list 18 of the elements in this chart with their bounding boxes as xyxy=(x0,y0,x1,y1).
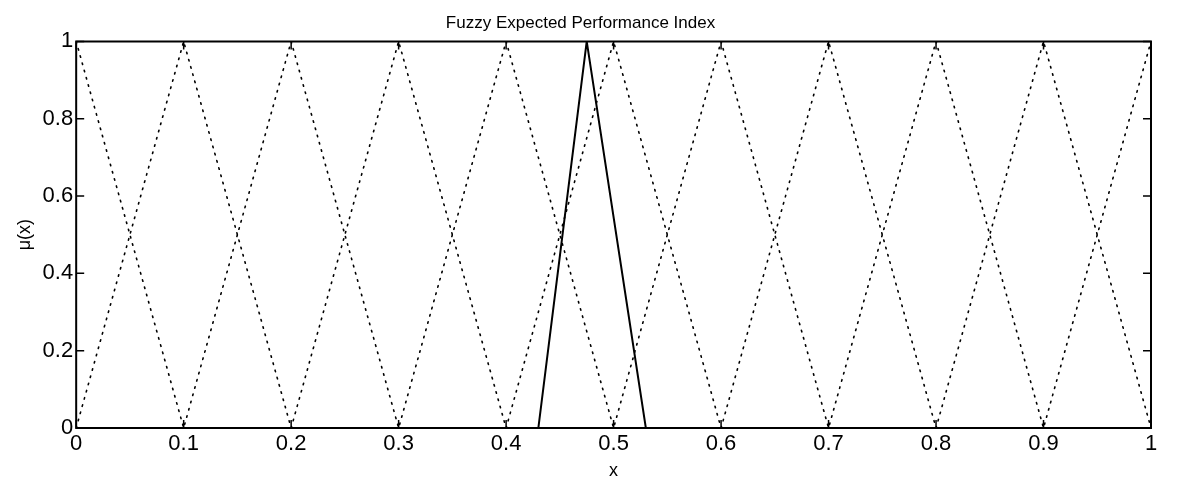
x-tick-label: 0.3 xyxy=(383,430,414,456)
x-tick-label: 0.8 xyxy=(920,430,952,456)
x-axis-title: x xyxy=(609,460,619,481)
x-tick-label: 0.7 xyxy=(813,430,844,456)
y-tick-label: 0.8 xyxy=(42,104,74,130)
y-tick-label: 0.6 xyxy=(42,182,74,208)
y-axis-title: μ(x) xyxy=(13,219,34,251)
x-tick-label: 0.2 xyxy=(275,430,307,456)
y-tick-label: 1 xyxy=(60,27,74,53)
x-tick-label: 0.9 xyxy=(1028,430,1059,456)
x-tick-label: 0.6 xyxy=(705,430,737,456)
x-tick-label: 0.4 xyxy=(490,430,522,456)
x-tick-label: 0.5 xyxy=(598,430,629,456)
chart-title: Fuzzy Expected Performance Index xyxy=(445,12,716,32)
x-tick-label: 0.1 xyxy=(168,430,199,456)
y-tick-label: 0.4 xyxy=(42,259,74,285)
y-tick-label: 0.2 xyxy=(42,336,74,362)
x-tick-label: 1 xyxy=(1144,430,1158,456)
